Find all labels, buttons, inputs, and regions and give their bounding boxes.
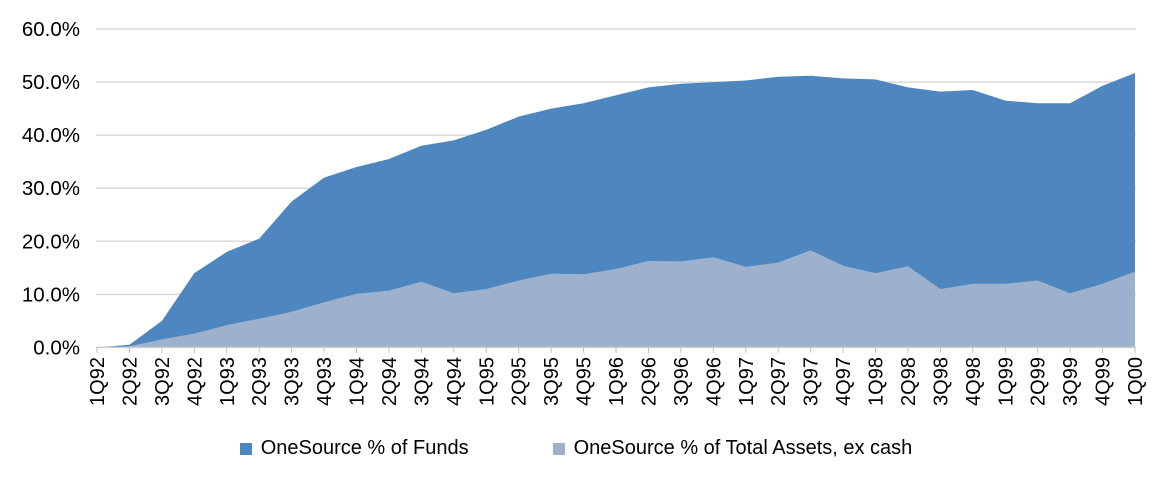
x-axis-label: 3Q95 xyxy=(541,357,563,406)
funds-legend-label: OneSource % of Funds xyxy=(260,437,469,459)
plot-area: 1Q92 2Q92 3Q92 4Q92 1Q93 2Q93 3Q93 4Q93 1Q94 2Q94… xyxy=(22,18,1147,406)
legend-item-funds: OneSource % of Funds xyxy=(239,437,469,460)
x-axis-label: 1Q98 xyxy=(866,357,888,406)
x-axis-label: 2Q96 xyxy=(638,357,660,406)
x-axis-label: 4Q93 xyxy=(314,357,336,406)
x-axis-label: 2Q94 xyxy=(379,357,401,406)
x-axis-label: 2Q99 xyxy=(1028,357,1050,406)
legend-item-assets: OneSource % of Total Assets, ex cash xyxy=(552,437,913,460)
y-axis-label: 50.0% xyxy=(22,71,80,94)
x-axis-label: 3Q94 xyxy=(411,357,433,406)
x-axis-label: 2Q92 xyxy=(119,357,141,406)
assets-legend-label: OneSource % of Total Assets, ex cash xyxy=(573,437,913,459)
x-axis-label: 3Q93 xyxy=(282,357,304,406)
x-axis-label: 2Q93 xyxy=(249,357,271,406)
x-axis-label: 4Q95 xyxy=(574,357,596,406)
x-axis-label: 3Q99 xyxy=(1060,357,1082,406)
y-axis-label: 30.0% xyxy=(22,177,80,200)
x-axis-label: 1Q93 xyxy=(217,357,239,406)
x-axis-label: 4Q97 xyxy=(833,357,855,406)
x-axis-label: 4Q94 xyxy=(444,357,466,406)
x-axis-label: 3Q92 xyxy=(152,357,174,406)
assets-legend-swatch xyxy=(552,442,565,455)
x-axis-label: 3Q97 xyxy=(801,357,823,406)
x-axis-label: 1Q00 xyxy=(1125,357,1147,406)
y-axis-label: 20.0% xyxy=(22,230,80,253)
x-axis-label: 3Q96 xyxy=(671,357,693,406)
y-axis-label: 10.0% xyxy=(22,283,80,306)
x-axis-label: 1Q95 xyxy=(476,357,498,406)
assets-area xyxy=(97,250,1135,348)
y-axis-label: 60.0% xyxy=(22,18,80,41)
funds-legend-swatch xyxy=(239,442,252,455)
y-axis-label: 0.0% xyxy=(33,336,80,359)
x-axis-label: 2Q95 xyxy=(509,357,531,406)
x-axis-label: 1Q92 xyxy=(87,357,109,406)
x-axis-label: 4Q96 xyxy=(703,357,725,406)
x-axis-label: 1Q96 xyxy=(606,357,628,406)
x-axis-label: 4Q99 xyxy=(1093,357,1115,406)
x-axis-label: 2Q98 xyxy=(898,357,920,406)
legend: OneSource % of Funds OneSource % of Tota… xyxy=(0,437,1152,460)
x-axis-label: 1Q97 xyxy=(736,357,758,406)
x-axis-label: 4Q98 xyxy=(963,357,985,406)
y-axis-label: 40.0% xyxy=(22,124,80,147)
x-axis-label: 1Q99 xyxy=(995,357,1017,406)
x-axis-label: 3Q98 xyxy=(930,357,952,406)
x-axis-label: 2Q97 xyxy=(768,357,790,406)
x-axis-label: 1Q94 xyxy=(347,357,369,406)
x-axis-label: 4Q92 xyxy=(184,357,206,406)
